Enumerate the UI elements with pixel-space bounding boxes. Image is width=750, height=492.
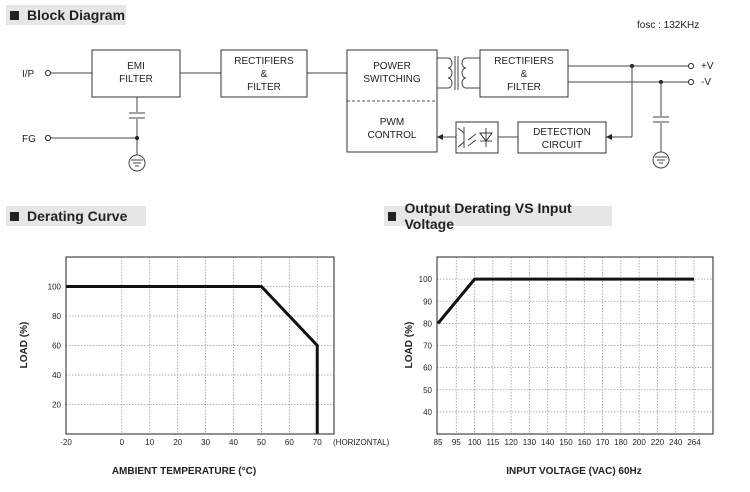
rect2-label-3: FILTER xyxy=(507,82,541,93)
x-tick-label: 20 xyxy=(173,438,182,447)
detect-label-2: CIRCUIT xyxy=(542,140,583,151)
arrow-icon xyxy=(606,134,612,140)
y-axis-label: LOAD (%) xyxy=(404,322,415,369)
x-tick-label: 200 xyxy=(632,438,646,447)
ip-label: I/P xyxy=(22,69,35,80)
y-tick-label: 100 xyxy=(419,275,433,284)
x-tick-label: 160 xyxy=(578,438,592,447)
rect1-label-2: & xyxy=(261,69,268,80)
neg-label: -V xyxy=(701,77,711,88)
x-tick-label: 50 xyxy=(257,438,266,447)
x-axis-label: AMBIENT TEMPERATURE (°C) xyxy=(112,466,256,477)
pos-terminal xyxy=(687,62,695,70)
ground-icon xyxy=(652,151,670,169)
x-tick-label: 40 xyxy=(229,438,238,447)
block-diagram: fosc : 132KHz I/P FG EMI FILTER RECTIFIE… xyxy=(22,20,714,172)
ip-terminal xyxy=(44,69,52,77)
transformer-icon xyxy=(437,56,480,90)
emi-label-1: EMI xyxy=(127,61,145,72)
pwm-label-2: CONTROL xyxy=(368,130,417,141)
derating-curve-heading: Derating Curve xyxy=(6,206,146,226)
derating-series-line xyxy=(66,285,319,434)
x-note-label: (HORIZONTAL) xyxy=(333,438,390,447)
x-tick-label: 170 xyxy=(596,438,610,447)
detect-label-1: DETECTION xyxy=(533,127,591,138)
pwm-label-1: PWM xyxy=(380,117,404,128)
emi-label-2: FILTER xyxy=(119,74,153,85)
fg-terminal xyxy=(44,134,52,142)
ground-icon xyxy=(128,154,146,172)
pos-label: +V xyxy=(701,61,714,72)
y-tick-label: 90 xyxy=(423,297,432,306)
y-tick-label: 100 xyxy=(48,283,62,292)
y-tick-label: 20 xyxy=(52,401,61,410)
x-tick-label: 85 xyxy=(434,438,443,447)
x-tick-label: 150 xyxy=(559,438,573,447)
derating-curve-title: Derating Curve xyxy=(27,208,128,224)
bullet-square-icon xyxy=(388,211,397,221)
rect1-label-1: RECTIFIERS xyxy=(234,56,294,67)
x-tick-label: 120 xyxy=(504,438,518,447)
x-tick-label: 240 xyxy=(669,438,683,447)
rect2-label-1: RECTIFIERS xyxy=(494,56,554,67)
bullet-square-icon xyxy=(10,211,19,221)
x-tick-label: 60 xyxy=(285,438,294,447)
y-tick-label: 40 xyxy=(52,371,61,380)
output-derating-title: Output Derating VS Input Voltage xyxy=(404,200,572,232)
x-tick-label: 264 xyxy=(687,438,701,447)
x-tick-label: 10 xyxy=(145,438,154,447)
power-label-2: SWITCHING xyxy=(363,74,420,85)
fosc-label: fosc : 132KHz xyxy=(637,20,699,31)
output-derating-series-line xyxy=(436,277,694,325)
x-tick-label: 95 xyxy=(452,438,461,447)
power-label-1: POWER xyxy=(373,61,411,72)
bullet-square-icon xyxy=(10,10,19,20)
y-tick-label: 80 xyxy=(423,319,432,328)
rect1-label-3: FILTER xyxy=(247,82,281,93)
block-diagram-heading: Block Diagram xyxy=(6,5,126,25)
x-tick-label: 220 xyxy=(651,438,665,447)
y-tick-label: 60 xyxy=(423,364,432,373)
rect2-label-2: & xyxy=(521,69,528,80)
x-tick-label: 130 xyxy=(523,438,537,447)
y-tick-label: 50 xyxy=(423,386,432,395)
y-tick-label: 40 xyxy=(423,408,432,417)
y-tick-label: 80 xyxy=(52,312,61,321)
plot-frame xyxy=(436,256,714,435)
x-tick-label: -20 xyxy=(60,438,72,447)
x-tick-label: 70 xyxy=(313,438,322,447)
block-diagram-title: Block Diagram xyxy=(27,7,126,23)
x-tick-label: 140 xyxy=(541,438,555,447)
output-rectifiers-block xyxy=(479,49,569,98)
x-tick-label: 180 xyxy=(614,438,628,447)
y-tick-label: 70 xyxy=(423,342,432,351)
x-tick-label: 30 xyxy=(201,438,210,447)
x-tick-label: 100 xyxy=(468,438,482,447)
x-tick-label: 0 xyxy=(120,438,125,447)
junction-dot xyxy=(135,136,139,140)
output-derating-heading: Output Derating VS Input Voltage xyxy=(384,200,612,232)
fg-label: FG xyxy=(22,134,36,145)
y-tick-label: 60 xyxy=(52,342,61,351)
plot-frame xyxy=(65,256,335,435)
neg-terminal xyxy=(687,78,695,86)
arrow-icon xyxy=(437,134,443,140)
y-axis-label: LOAD (%) xyxy=(19,322,30,369)
x-axis-label: INPUT VOLTAGE (VAC) 60Hz xyxy=(506,466,642,477)
x-tick-label: 115 xyxy=(486,438,499,447)
